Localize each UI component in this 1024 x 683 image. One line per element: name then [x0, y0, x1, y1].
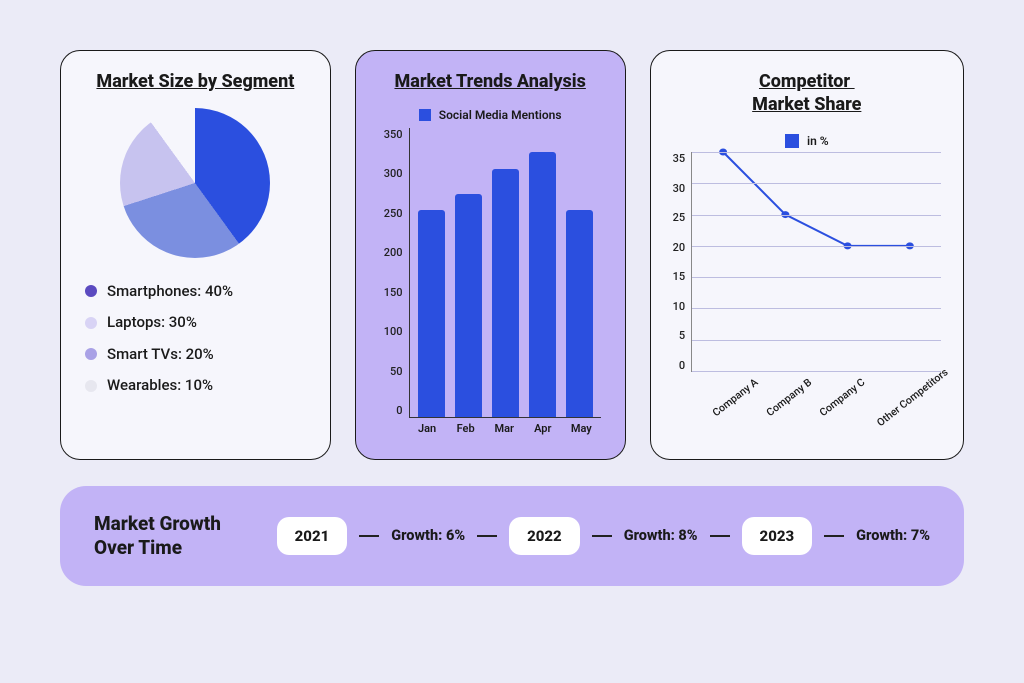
bar-yaxis: 350300250200150100500 — [384, 128, 409, 418]
line-plot — [691, 152, 941, 372]
legend-label: Wearables: 10% — [107, 370, 213, 402]
bar-xaxis: JanFebMarAprMay — [408, 418, 601, 435]
market-growth-card: Market Growth Over Time 2021Growth: 6%20… — [60, 486, 964, 586]
line-xaxis: Company ACompany BCompany COther Competi… — [693, 372, 945, 409]
line-yaxis: 35302520151050 — [673, 152, 692, 372]
legend-label: Laptops: 30% — [107, 307, 197, 339]
market-size-title: Market Size by Segment — [79, 71, 312, 94]
timeline-year-pill: 2023 — [742, 517, 813, 555]
timeline-growth-label: Growth: 8% — [624, 527, 698, 544]
legend-swatch-icon — [419, 109, 431, 121]
timeline-growth-label: Growth: 6% — [391, 527, 465, 544]
legend-label: Smart TVs: 20% — [107, 339, 214, 371]
market-size-card: Market Size by Segment Smartphones: 40% … — [60, 50, 331, 460]
legend-swatch-icon — [85, 348, 97, 360]
pie-chart-wrap — [79, 108, 312, 258]
line-chart: 35302520151050 — [673, 152, 941, 372]
line-svg — [692, 152, 941, 371]
legend-label: Smartphones: 40% — [107, 276, 233, 308]
legend-swatch-icon — [785, 134, 799, 148]
timeline-dash-icon — [710, 535, 730, 537]
bar-legend-label: Social Media Mentions — [439, 108, 562, 122]
market-growth-title: Market Growth Over Time — [94, 512, 257, 560]
market-trends-title: Market Trends Analysis — [374, 71, 607, 94]
pie-legend: Smartphones: 40% Laptops: 30% Smart TVs:… — [79, 276, 312, 402]
bar-chart: 350300250200150100500 — [384, 128, 601, 418]
competitor-share-card: Competitor Market Share in % 35302520151… — [650, 50, 964, 460]
pie-chart — [120, 108, 270, 258]
bar — [529, 152, 556, 416]
bar — [455, 194, 482, 417]
pie-legend-item: Smartphones: 40% — [85, 276, 312, 308]
timeline-dash-icon — [592, 535, 612, 537]
timeline-dash-icon — [359, 535, 379, 537]
line-legend: in % — [669, 134, 945, 148]
bar-plot — [409, 128, 601, 418]
timeline-dash-icon — [824, 535, 844, 537]
legend-swatch-icon — [85, 317, 97, 329]
timeline-year-pill: 2021 — [277, 517, 348, 555]
pie-legend-item: Laptops: 30% — [85, 307, 312, 339]
top-row: Market Size by Segment Smartphones: 40% … — [60, 50, 964, 460]
bar — [566, 210, 593, 416]
pie-legend-item: Wearables: 10% — [85, 370, 312, 402]
legend-swatch-icon — [85, 285, 97, 297]
legend-swatch-icon — [85, 380, 97, 392]
timeline-year-pill: 2022 — [509, 517, 580, 555]
bar — [492, 169, 519, 417]
timeline-dash-icon — [477, 535, 497, 537]
timeline-flow: 2021 Growth: 6% 2022 Growth: 8% 2023 Growth: … — [277, 517, 930, 555]
line-legend-label: in % — [807, 134, 829, 148]
competitor-share-title: Competitor Market Share — [669, 71, 945, 116]
timeline-growth-label: Growth: 7% — [856, 527, 930, 544]
bar — [418, 210, 445, 416]
bar-legend: Social Media Mentions — [374, 108, 607, 122]
pie-legend-item: Smart TVs: 20% — [85, 339, 312, 371]
market-trends-card: Market Trends Analysis Social Media Ment… — [355, 50, 626, 460]
